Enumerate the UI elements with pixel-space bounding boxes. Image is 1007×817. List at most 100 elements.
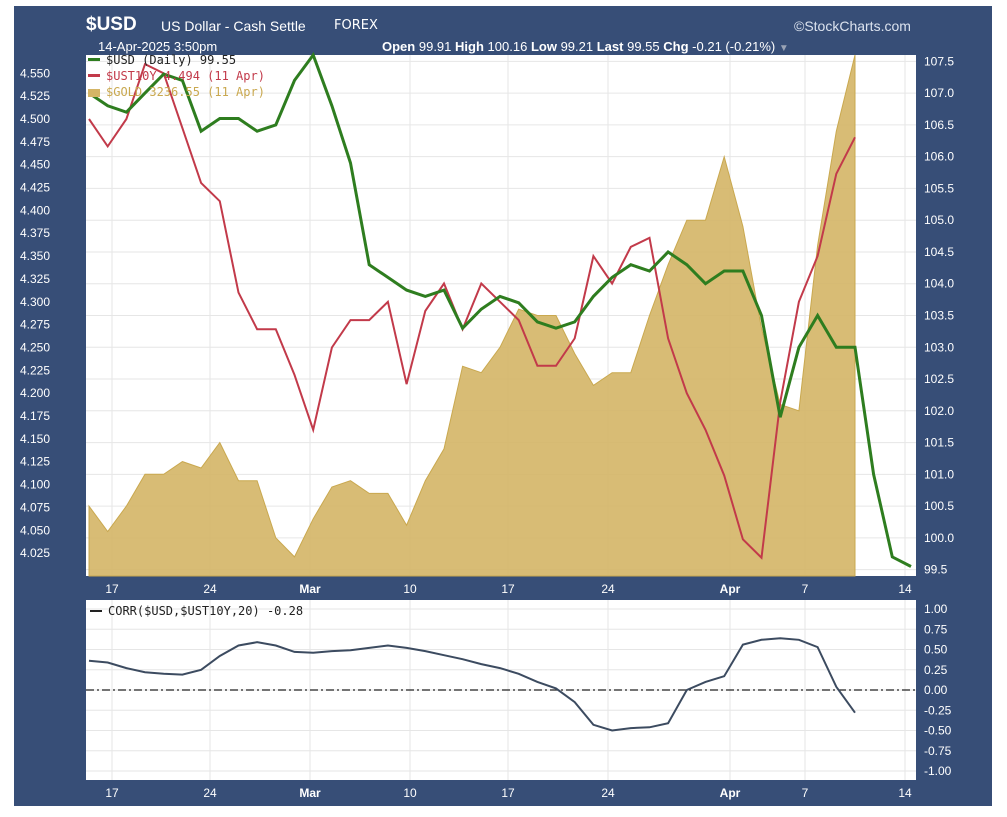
right-tick-label: 104.5	[924, 245, 954, 259]
x-tick-label: 24	[601, 786, 615, 800]
indicator-tick-label: -0.75	[924, 744, 952, 758]
indicator-x-axis: 17 24 Mar 10 17 24 Apr 7 14	[105, 786, 912, 800]
right-tick-label: 104.0	[924, 277, 954, 291]
x-tick-label: 17	[501, 582, 515, 596]
high-value: 100.16	[487, 39, 528, 54]
left-tick-label: 4.550	[20, 66, 50, 80]
low-label: Low	[530, 39, 557, 54]
right-axis: 107.5 107.0 106.5 106.0 105.5 105.0 104.5 104.0…	[924, 54, 954, 576]
x-tick-label: 10	[403, 786, 417, 800]
left-tick-label: 4.500	[20, 112, 50, 126]
x-tick-label: 7	[802, 582, 809, 596]
indicator-axis: 1.00 0.75 0.50 0.25 0.00 -0.25 -0.50 -0.75 -1.00	[924, 602, 952, 778]
left-tick-label: 4.225	[20, 363, 50, 377]
gold-legend-label: $GOLD 3236.55 (11 Apr)	[106, 85, 265, 99]
left-tick-label: 4.025	[20, 546, 50, 560]
indicator-tick-label: 0.00	[924, 683, 948, 697]
brand-logo: ©StockCharts.com	[794, 18, 911, 34]
x-tick-label: 14	[898, 786, 912, 800]
last-value: 99.55	[627, 39, 660, 54]
indicator-tick-label: 0.25	[924, 663, 948, 677]
symbol-name: US Dollar - Cash Settle	[161, 18, 306, 34]
x-tick-label: Mar	[299, 582, 321, 596]
x-tick-label: Mar	[299, 786, 321, 800]
right-tick-label: 102.5	[924, 372, 954, 386]
right-tick-label: 103.0	[924, 340, 954, 354]
chg-value: -0.21 (-0.21%)	[692, 39, 776, 54]
left-tick-label: 4.150	[20, 432, 50, 446]
right-tick-label: 101.5	[924, 436, 954, 450]
ust10y-legend-swatch	[88, 74, 100, 77]
indicator-tick-label: -0.50	[924, 724, 952, 738]
x-tick-label: 24	[601, 582, 615, 596]
indicator-tick-label: 0.75	[924, 622, 948, 636]
corr-legend-label: CORR($USD,$UST10Y,20) -0.28	[108, 604, 303, 618]
indicator-legend: CORR($USD,$UST10Y,20) -0.28	[90, 604, 303, 618]
right-tick-label: 100.5	[924, 499, 954, 513]
gold-area	[88, 54, 856, 577]
left-tick-label: 4.175	[20, 409, 50, 423]
right-tick-label: 106.5	[924, 118, 954, 132]
right-tick-label: 107.0	[924, 86, 954, 100]
right-tick-label: 107.5	[924, 54, 954, 68]
high-label: High	[455, 39, 484, 54]
x-tick-label: 24	[203, 582, 217, 596]
left-tick-label: 4.075	[20, 500, 50, 514]
right-tick-label: 99.5	[924, 563, 948, 577]
indicator-tick-label: 1.00	[924, 602, 948, 616]
indicator-tick-label: -1.00	[924, 764, 952, 778]
exchange: FOREX	[334, 18, 378, 33]
left-tick-label: 4.125	[20, 455, 50, 469]
left-tick-label: 4.250	[20, 340, 50, 354]
right-tick-label: 105.0	[924, 213, 954, 227]
left-tick-label: 4.375	[20, 226, 50, 240]
ust10y-line	[88, 62, 856, 560]
x-tick-label: 17	[105, 786, 119, 800]
indicator-tick-label: 0.50	[924, 643, 948, 657]
symbol: $USD	[86, 14, 137, 35]
x-tick-label: 7	[802, 786, 809, 800]
corr-line	[88, 637, 856, 732]
left-axis: 4.550 4.525 4.500 4.475 4.450 4.425 4.400 4.375…	[20, 66, 50, 560]
left-tick-label: 4.350	[20, 249, 50, 263]
low-value: 99.21	[560, 39, 594, 54]
left-tick-label: 4.100	[20, 478, 50, 492]
right-tick-label: 101.0	[924, 467, 954, 481]
chg-down-icon: ▼	[778, 43, 789, 54]
left-tick-label: 4.300	[20, 295, 50, 309]
x-tick-label: 17	[105, 582, 119, 596]
usd-line	[88, 51, 912, 568]
left-tick-label: 4.450	[20, 158, 50, 172]
left-tick-label: 4.050	[20, 523, 50, 537]
left-tick-label: 4.525	[20, 89, 50, 103]
indicator-tick-label: -0.25	[924, 703, 952, 717]
x-tick-label: 10	[403, 582, 417, 596]
main-legend: $USD (Daily) 99.55 $UST10Y 4.494 (11 Apr…	[88, 53, 265, 99]
right-tick-label: 105.5	[924, 181, 954, 195]
main-x-axis: 17 24 Mar 10 17 24 Apr 7 14	[105, 582, 912, 596]
quote-bar: Open 99.91 High 100.16 Low 99.21 Last 99…	[382, 39, 789, 54]
left-tick-label: 4.400	[20, 203, 50, 217]
left-tick-label: 4.425	[20, 181, 50, 195]
right-tick-label: 103.5	[924, 309, 954, 323]
ust10y-legend-label: $UST10Y 4.494 (11 Apr)	[106, 69, 265, 83]
right-tick-label: 100.0	[924, 531, 954, 545]
chg-label: Chg	[663, 39, 689, 54]
x-tick-label: 14	[898, 582, 912, 596]
last-label: Last	[596, 39, 624, 54]
left-tick-label: 4.275	[20, 318, 50, 332]
usd-legend-label: $USD (Daily) 99.55	[106, 53, 236, 67]
right-tick-label: 102.0	[924, 404, 954, 418]
gold-legend-swatch	[88, 89, 100, 97]
open-value: 99.91	[418, 39, 452, 54]
left-tick-label: 4.475	[20, 135, 50, 149]
open-label: Open	[382, 39, 416, 54]
left-tick-label: 4.325	[20, 272, 50, 286]
x-tick-label: 24	[203, 786, 217, 800]
x-tick-label: Apr	[720, 582, 741, 596]
left-tick-label: 4.200	[20, 386, 50, 400]
quote-datetime: 14-Apr-2025 3:50pm	[98, 39, 218, 54]
x-tick-label: 17	[501, 786, 515, 800]
usd-legend-swatch	[88, 58, 100, 61]
